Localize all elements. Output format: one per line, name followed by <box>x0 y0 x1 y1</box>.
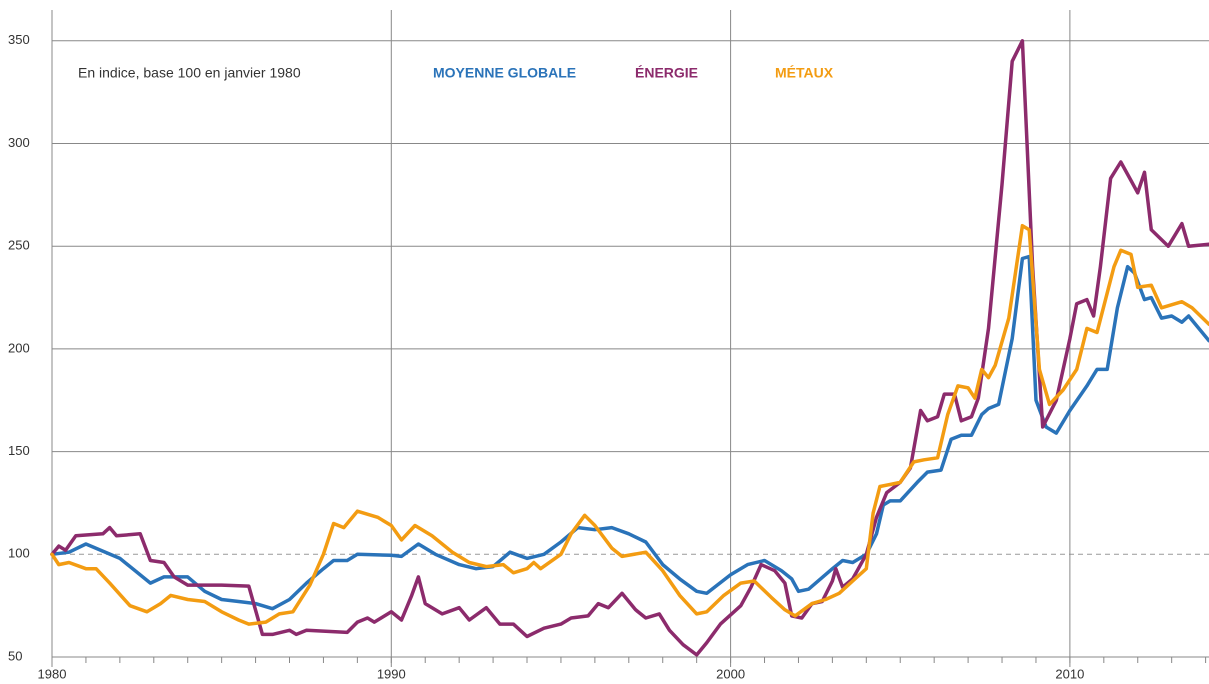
y-tick-label: 100 <box>8 546 30 561</box>
y-tick-label: 200 <box>8 340 30 355</box>
x-tick-label: 1980 <box>38 666 67 681</box>
x-tick-label: 2010 <box>1055 666 1084 681</box>
x-tick-label: 2000 <box>716 666 745 681</box>
x-tick-label: 1990 <box>377 666 406 681</box>
y-tick-label: 150 <box>8 443 30 458</box>
legend-label: MÉTAUX <box>775 65 834 81</box>
chart-subtitle: En indice, base 100 en janvier 1980 <box>78 65 301 81</box>
y-tick-label: 50 <box>8 648 22 663</box>
y-tick-label: 350 <box>8 32 30 47</box>
series-line <box>50 39 1209 657</box>
legend-label: MOYENNE GLOBALE <box>433 65 576 81</box>
y-tick-label: 250 <box>8 238 30 253</box>
legend-label: ÉNERGIE <box>635 65 698 81</box>
y-tick-label: 300 <box>8 135 30 150</box>
series-line <box>50 223 1209 626</box>
